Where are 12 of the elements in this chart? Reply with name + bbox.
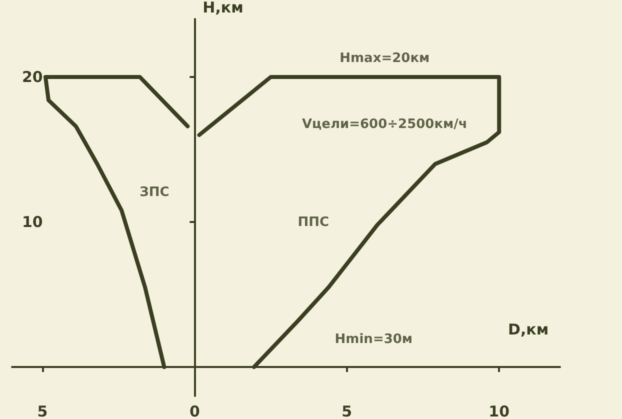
annotation: ППС — [298, 215, 330, 230]
annotation: Hmax=20км — [340, 51, 430, 66]
y-axis-title: H,км — [202, 0, 244, 16]
annotation: Vцели=600÷2500км/ч — [302, 117, 468, 132]
annotation: ЗПС — [140, 184, 170, 200]
x-tick-label: 0 — [189, 402, 200, 419]
x-tick-label: 5 — [37, 402, 48, 419]
annotation: Hmin=30м — [334, 332, 413, 347]
y-tick-label: 20 — [22, 68, 43, 86]
x-tick-label: 5 — [342, 402, 352, 419]
x-axis-title: D,км — [508, 320, 549, 338]
x-tick-label: 10 — [488, 402, 510, 419]
